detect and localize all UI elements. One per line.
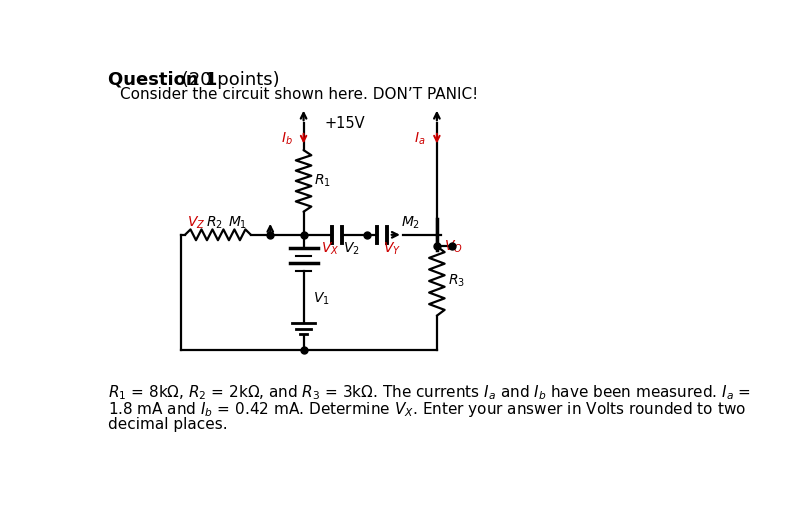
Text: $R_1$ = 8kΩ, $R_2$ = 2kΩ, and $R_3$ = 3kΩ. The currents $I_a$ and $I_b$ have bee: $R_1$ = 8kΩ, $R_2$ = 2kΩ, and $R_3$ = 3k… xyxy=(108,383,751,402)
Text: 1.8 mA and $I_b$ = 0.42 mA. Determine $V_X$. Enter your answer in Volts rounded : 1.8 mA and $I_b$ = 0.42 mA. Determine $V… xyxy=(108,400,745,419)
Text: $V_1$: $V_1$ xyxy=(313,290,330,307)
Text: Question 1: Question 1 xyxy=(108,71,217,89)
Text: $V_X$: $V_X$ xyxy=(322,241,340,257)
Text: $V_O$: $V_O$ xyxy=(444,238,463,254)
Text: $V_2$: $V_2$ xyxy=(343,241,360,257)
Text: $R_1$: $R_1$ xyxy=(314,173,331,189)
Text: +15V: +15V xyxy=(325,115,365,131)
Text: $R_3$: $R_3$ xyxy=(448,273,464,289)
Text: $R_2$: $R_2$ xyxy=(206,214,223,231)
Text: $I_a$: $I_a$ xyxy=(414,130,425,147)
Text: Consider the circuit shown here. DON’T PANIC!: Consider the circuit shown here. DON’T P… xyxy=(120,87,478,102)
Text: $M_1$: $M_1$ xyxy=(227,215,247,231)
Text: decimal places.: decimal places. xyxy=(108,417,227,432)
Text: (20 points): (20 points) xyxy=(176,71,280,89)
Text: $I_b$: $I_b$ xyxy=(281,130,292,147)
Text: $M_2$: $M_2$ xyxy=(401,214,421,231)
Text: $V_Y$: $V_Y$ xyxy=(383,241,401,257)
Text: $V_Z$: $V_Z$ xyxy=(187,215,205,231)
